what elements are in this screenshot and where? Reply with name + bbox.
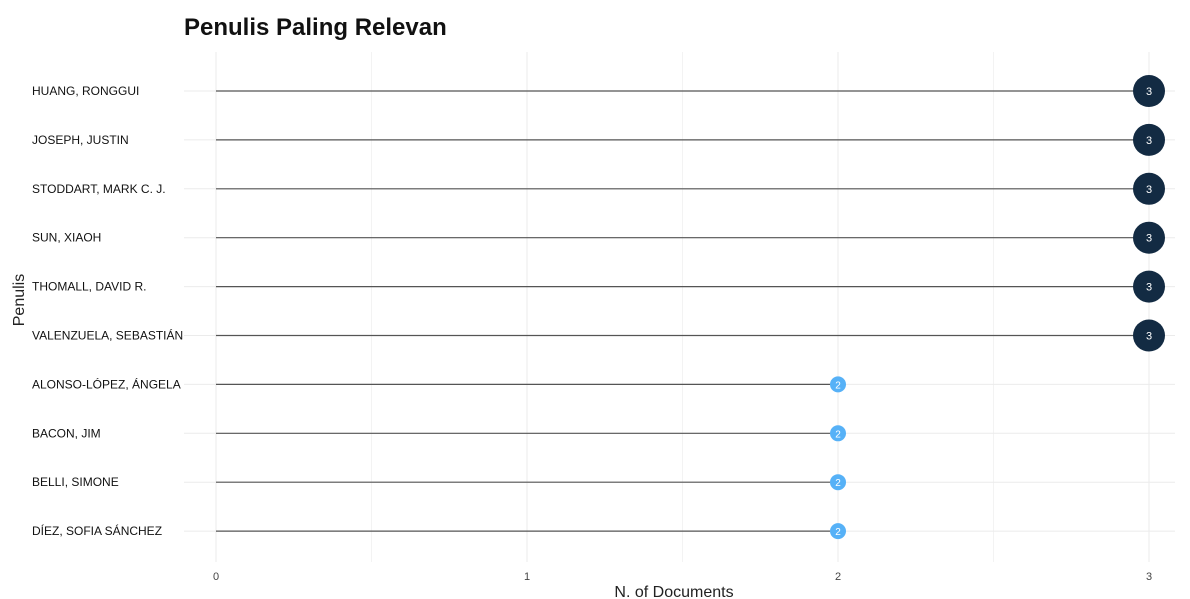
lollipop-dot <box>1133 172 1165 205</box>
lollipop-dot <box>830 425 846 442</box>
dot-value-label: 3 <box>1146 331 1152 343</box>
category-label: SUN, XIAOH <box>32 231 101 245</box>
dot-value-label: 3 <box>1146 233 1152 245</box>
dot-value-label: 3 <box>1146 86 1152 98</box>
category-label: BELLI, SIMONE <box>32 475 119 489</box>
x-tick-label: 2 <box>835 571 841 583</box>
chart-title: Penulis Paling Relevan <box>184 14 447 41</box>
x-axis-title: N. of Documents <box>614 584 733 599</box>
category-label: STODDART, MARK C. J. <box>32 182 166 196</box>
lollipop-dot <box>830 474 846 491</box>
dot-layer <box>830 75 1165 540</box>
dot-value-label: 3 <box>1146 135 1152 147</box>
lollipop-dot <box>1133 319 1165 352</box>
lollipop-dot <box>830 523 846 540</box>
category-label: ALONSO-LÓPEZ, ÁNGELA <box>32 376 181 391</box>
dot-value-label: 3 <box>1146 282 1152 294</box>
dot-value-label: 2 <box>835 429 841 440</box>
category-label: HUANG, RONGGUI <box>32 84 139 98</box>
lollipop-dot <box>1133 123 1165 156</box>
category-label: VALENZUELA, SEBASTIÁN <box>32 328 183 343</box>
category-label: BACON, JIM <box>32 426 101 440</box>
category-label: DÍEZ, SOFIA SÁNCHEZ <box>32 523 162 538</box>
stem-layer <box>216 90 1149 532</box>
grid-layer <box>184 52 1175 562</box>
x-tick-label: 0 <box>213 571 219 583</box>
dot-value-label: 3 <box>1146 184 1152 196</box>
y-axis-title: Penulis <box>11 274 28 326</box>
category-label: JOSEPH, JUSTIN <box>32 133 129 147</box>
x-tick-label: 3 <box>1146 571 1152 583</box>
lollipop-dot <box>1133 221 1165 254</box>
category-label: THOMALL, DAVID R. <box>32 280 146 294</box>
dot-value-label: 2 <box>835 478 841 489</box>
dot-value-label: 2 <box>835 527 841 538</box>
lollipop-dot <box>830 376 846 393</box>
lollipop-dot <box>1133 270 1165 303</box>
lollipop-dot <box>1133 75 1165 107</box>
dot-value-label: 2 <box>835 380 841 391</box>
x-tick-label: 1 <box>524 571 530 583</box>
label-layer: 0 1 2 3 3 HUANG, RONGGUI 3 JOSEPH, JUSTIN 3 STODD… <box>32 84 1152 583</box>
